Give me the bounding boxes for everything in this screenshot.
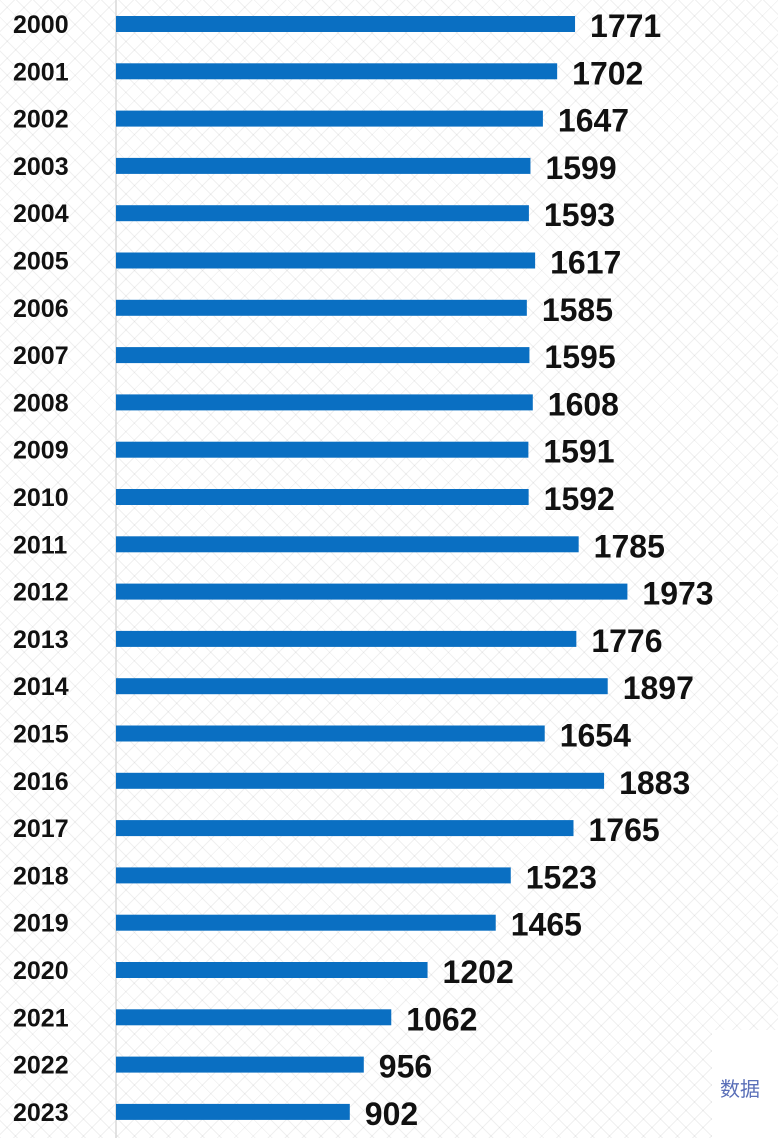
bar: [116, 1056, 364, 1073]
data-label: 1465: [511, 907, 582, 943]
data-label: 1771: [590, 8, 661, 44]
data-label: 1202: [443, 954, 514, 990]
category-label: 2022: [13, 1052, 69, 1080]
bar: [116, 489, 529, 505]
category-label: 2012: [13, 579, 69, 607]
category-label: 2008: [13, 389, 69, 417]
data-label: 1897: [623, 670, 694, 706]
category-label: 2017: [13, 815, 69, 843]
category-label: 2001: [13, 58, 69, 86]
bar: [116, 441, 529, 458]
bar: [116, 252, 536, 269]
category-label: 2016: [13, 768, 69, 796]
bar: [116, 630, 577, 647]
data-label: 1702: [572, 55, 643, 91]
data-label: 1592: [544, 481, 615, 517]
data-label: 1599: [545, 150, 616, 186]
data-label: 1608: [548, 386, 619, 422]
bar: [116, 394, 533, 411]
bar: [116, 63, 558, 80]
category-label: 2002: [13, 106, 69, 134]
bar: [116, 536, 579, 553]
data-label: 1883: [619, 765, 690, 801]
bar: [116, 678, 608, 695]
bar: [116, 820, 574, 837]
bar: [116, 157, 531, 174]
category-label: 2021: [13, 1004, 69, 1032]
data-label: 1593: [544, 197, 615, 233]
data-label: 1765: [588, 812, 659, 848]
category-label: 2007: [13, 342, 69, 370]
category-label: 2020: [13, 957, 69, 985]
category-label: 2019: [13, 910, 69, 938]
data-label: 1776: [591, 623, 662, 659]
bar: [116, 583, 628, 600]
category-label: 2000: [13, 11, 69, 39]
bar: [116, 205, 529, 222]
data-label: 1647: [558, 103, 629, 139]
data-label: 1595: [544, 339, 615, 375]
watermark-text: 数据: [720, 1077, 760, 1101]
data-label: 902: [365, 1096, 418, 1132]
data-label: 1591: [543, 434, 614, 470]
bar: [116, 772, 605, 789]
bar: [116, 299, 527, 316]
data-label: 1617: [550, 245, 621, 281]
category-label: 2006: [13, 295, 69, 323]
category-label: 2014: [13, 673, 69, 701]
category-label: 2023: [13, 1099, 69, 1127]
bar: [116, 110, 543, 127]
data-label: 1973: [642, 576, 713, 612]
bar: [116, 1103, 350, 1120]
watermark-backdrop: [712, 1030, 778, 1138]
category-label: 2011: [13, 531, 67, 559]
category-label: 2015: [13, 721, 69, 749]
bar: [116, 725, 545, 742]
bar: [116, 867, 511, 884]
bar-series: 2000 1771 2001 1702 2002 1647 2003 1599 2004 1593…: [13, 8, 714, 1132]
data-label: 956: [379, 1049, 432, 1085]
category-label: 2005: [13, 248, 69, 276]
data-label: 1785: [594, 528, 665, 564]
category-label: 2013: [13, 626, 69, 654]
bar: [116, 962, 428, 978]
category-label: 2004: [13, 200, 69, 228]
data-label: 1654: [560, 718, 631, 754]
category-label: 2010: [13, 484, 69, 512]
bar: [116, 1009, 392, 1026]
category-label: 2009: [13, 437, 69, 465]
category-label: 2018: [13, 862, 69, 890]
bar: [116, 16, 576, 32]
bar: [116, 347, 530, 364]
category-label: 2003: [13, 153, 69, 181]
data-label: 1585: [542, 292, 613, 328]
data-label: 1062: [406, 1001, 477, 1037]
bar: [116, 914, 496, 931]
data-label: 1523: [526, 859, 597, 895]
